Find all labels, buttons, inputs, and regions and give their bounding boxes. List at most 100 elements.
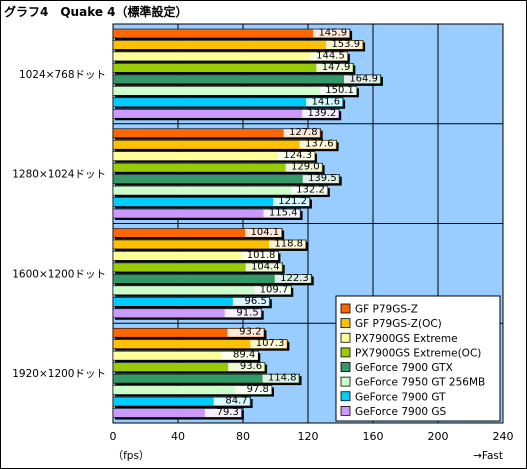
legend-label: PX7900GS Extreme(OC) (355, 347, 481, 359)
bar-value-bg (302, 109, 339, 118)
bar-value-bg (306, 98, 343, 107)
bar-value-label: 141.6 (311, 96, 340, 107)
bar-value-bg (313, 29, 350, 38)
bar-value-bg (245, 263, 282, 272)
bar-value-bg (277, 152, 314, 161)
bar-value-label: 124.3 (283, 150, 312, 161)
legend-label: PX7900GS Extreme (355, 333, 458, 345)
x-direction-label: →Fast (473, 450, 503, 462)
bar-value-label: 114.8 (268, 373, 297, 384)
bar-value-bg (326, 40, 363, 49)
bar (112, 396, 251, 407)
legend-swatch (340, 362, 351, 372)
bar (112, 108, 340, 119)
x-tick-label: 40 (171, 430, 185, 443)
bar-value-label: 104.1 (251, 227, 280, 238)
legend-swatch (340, 303, 351, 314)
bar-value-label: 121.2 (278, 196, 307, 207)
bar (112, 86, 358, 96)
bar-value-bg (245, 229, 282, 237)
bar-value-label: 137.6 (305, 139, 334, 150)
bar-value-label: 164.9 (349, 73, 378, 84)
bar-value-bg (234, 386, 271, 395)
bar (112, 197, 311, 207)
bar-value-bg (290, 186, 327, 195)
bar (112, 185, 329, 196)
category-label: 1920×1200ドット (12, 368, 106, 380)
bar-value-bg (228, 363, 265, 372)
legend-swatch (340, 347, 351, 358)
bar (112, 63, 354, 73)
bar-value-bg (250, 340, 287, 349)
bar-value-label: 101.8 (247, 250, 276, 261)
bar-value-bg (241, 251, 278, 260)
legend-swatch (340, 318, 351, 329)
bar-value-label: 147.9 (322, 62, 351, 73)
category-label: 1280×1024ドット (12, 169, 106, 181)
bar-value-bg (302, 175, 339, 184)
bar-value-label: 129.0 (291, 162, 320, 173)
bar-value-bg (227, 328, 264, 337)
bar-value-label: 91.5 (236, 307, 258, 318)
bar-value-label: 96.5 (245, 296, 267, 307)
bar-value-label: 144.5 (316, 50, 345, 61)
bar-value-label: 79.3 (217, 407, 239, 418)
bar-value-label: 93.2 (239, 327, 261, 338)
legend-box (335, 295, 501, 422)
bar-value-label: 89.4 (233, 350, 255, 361)
bar-value-label: 118.8 (274, 238, 303, 249)
bar (112, 350, 259, 361)
bar-value-bg (343, 75, 380, 84)
category-label: 1024×768ドット (19, 69, 106, 81)
bar-value-label: 153.9 (331, 39, 360, 50)
chart-title: グラフ4 Quake 4（標準設定） (4, 5, 188, 19)
bar (112, 408, 243, 418)
x-tick-label: 200 (428, 430, 449, 443)
legend-label: GeForce 7900 GS (355, 406, 447, 418)
bar-value-bg (221, 351, 258, 360)
bar (112, 162, 323, 173)
bar-value-label: 115.4 (269, 208, 298, 219)
bar (112, 262, 283, 273)
bar-value-label: 145.9 (318, 27, 347, 38)
bar (112, 373, 300, 384)
bar (112, 97, 344, 108)
bar-value-label: 127.8 (289, 127, 318, 138)
bar-value-bg (283, 129, 320, 138)
bar-value-label: 139.2 (308, 108, 337, 119)
bar-value-label: 150.1 (325, 85, 354, 96)
bar (112, 362, 266, 372)
bar (112, 151, 316, 161)
bar-value-bg (204, 409, 241, 417)
legend-swatch (340, 332, 351, 343)
bar-value-label: 84.7 (225, 396, 247, 407)
bar-value-label: 104.4 (251, 261, 280, 272)
bar-value-bg (316, 63, 353, 72)
bar-value-bg (254, 286, 291, 295)
x-tick-label: 160 (363, 430, 384, 443)
bar-value-bg (269, 240, 306, 249)
bar (112, 339, 288, 349)
bar (112, 51, 349, 62)
bar (112, 239, 307, 250)
bar-value-bg (310, 52, 347, 61)
bar (112, 139, 337, 150)
bar (112, 174, 340, 184)
bar (112, 208, 301, 219)
bar-value-bg (262, 374, 299, 383)
bar (112, 40, 364, 50)
bar (112, 251, 279, 261)
bar-value-label: 109.7 (260, 284, 289, 295)
bar (112, 274, 313, 284)
bar-value-bg (213, 397, 250, 406)
bar-value-bg (272, 198, 309, 207)
x-tick-label: 120 (298, 430, 319, 443)
legend-label: GeForce 7900 GTX (355, 362, 453, 374)
bar (112, 28, 351, 39)
x-unit-label: （fps） (113, 450, 150, 462)
bar-value-bg (285, 163, 322, 172)
bar (112, 385, 273, 395)
legend-swatch (340, 405, 351, 416)
bar (112, 128, 321, 139)
